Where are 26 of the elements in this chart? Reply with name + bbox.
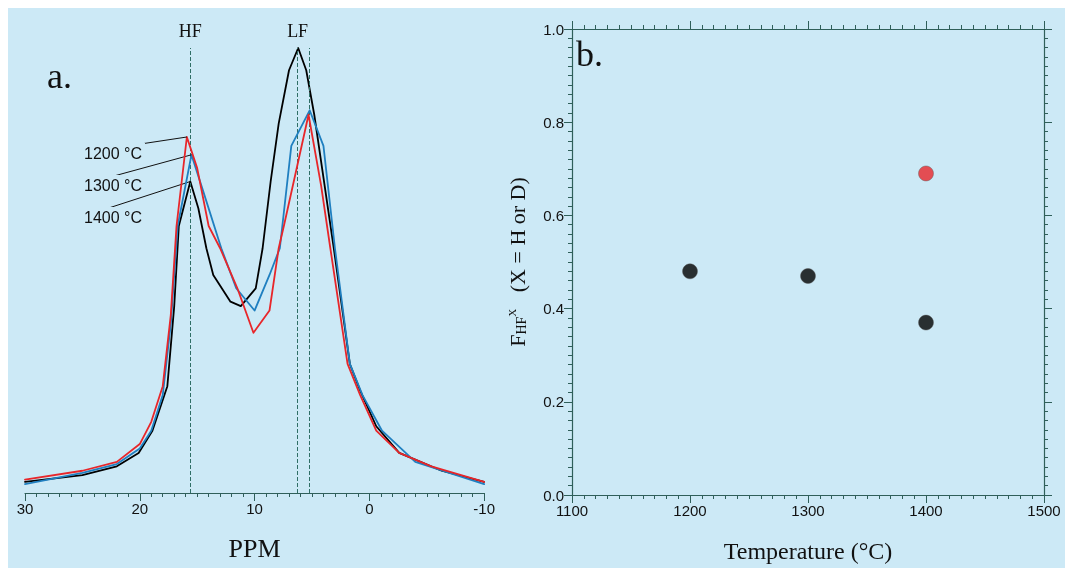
x-tick-label: 1300 — [791, 502, 825, 519]
annotation: b. — [576, 34, 603, 74]
ref-line-label: HF — [178, 21, 202, 41]
y-tick-label: 0.8 — [543, 113, 564, 131]
annotation: a. — [47, 56, 72, 96]
x-tick-label: 10 — [246, 500, 263, 517]
y-tick-label: 1.0 — [543, 20, 564, 38]
text: 1300 °C — [84, 176, 142, 194]
y-tick-label: 0.4 — [543, 300, 564, 318]
y-tick-label: 0.2 — [543, 393, 564, 411]
text: 1200 °C — [84, 144, 142, 162]
x-tick-label: 1400 — [909, 502, 943, 519]
x-tick-label: 1100 — [555, 502, 589, 519]
text: 1400 °C — [84, 208, 142, 226]
x-tick-label: 1200 — [673, 502, 707, 519]
x-axis-title: Temperature (°C) — [723, 538, 893, 564]
ref-line-label: LF — [287, 21, 309, 41]
x-tick-label: -10 — [473, 500, 495, 517]
x-tick-label: 0 — [365, 500, 374, 517]
y-tick-label: 0.0 — [543, 486, 564, 504]
y-tick-label: 0.6 — [543, 206, 564, 224]
text: FHFX (X = H or D) — [504, 177, 530, 347]
x-tick-label: 30 — [16, 500, 34, 517]
x-tick-label: 1500 — [1027, 502, 1061, 519]
x-axis-title: PPM — [228, 533, 281, 563]
x-tick-label: 20 — [131, 500, 149, 517]
